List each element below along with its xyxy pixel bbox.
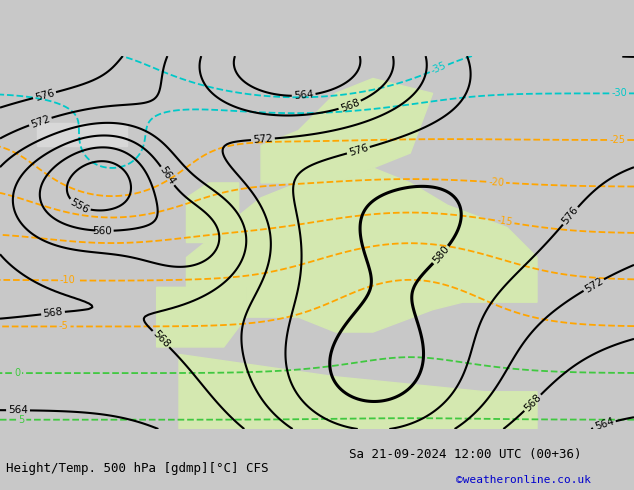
Polygon shape — [179, 354, 537, 429]
Text: 564: 564 — [593, 416, 616, 432]
Text: -15: -15 — [496, 216, 514, 228]
Text: 556: 556 — [68, 197, 91, 215]
Text: -25: -25 — [609, 135, 625, 145]
Text: 576: 576 — [560, 205, 581, 227]
Text: 572: 572 — [252, 134, 273, 145]
Text: 576: 576 — [34, 88, 55, 102]
Text: 576: 576 — [347, 143, 369, 158]
Polygon shape — [186, 183, 238, 243]
Text: 564: 564 — [158, 165, 177, 187]
Text: -5: -5 — [59, 321, 68, 331]
Text: 564: 564 — [294, 90, 314, 101]
Polygon shape — [186, 168, 537, 332]
Text: ©weatheronline.co.uk: ©weatheronline.co.uk — [456, 475, 592, 485]
Text: -35: -35 — [430, 61, 448, 76]
Text: Sa 21-09-2024 12:00 UTC (00+36): Sa 21-09-2024 12:00 UTC (00+36) — [349, 447, 581, 461]
Text: -30: -30 — [611, 88, 627, 98]
Text: -20: -20 — [488, 177, 505, 188]
Text: 564: 564 — [8, 405, 28, 416]
Text: 568: 568 — [522, 392, 543, 414]
Text: 5: 5 — [18, 415, 24, 425]
Text: 572: 572 — [29, 113, 51, 129]
Text: Height/Temp. 500 hPa [gdmp][°C] CFS: Height/Temp. 500 hPa [gdmp][°C] CFS — [6, 462, 269, 475]
Polygon shape — [157, 287, 246, 347]
Text: -10: -10 — [60, 275, 76, 286]
Text: 568: 568 — [42, 307, 63, 319]
Text: 568: 568 — [339, 97, 361, 114]
Text: 0: 0 — [14, 368, 20, 378]
Text: 560: 560 — [92, 225, 112, 236]
Text: 580: 580 — [430, 244, 451, 266]
Text: 572: 572 — [583, 275, 605, 294]
Text: 568: 568 — [150, 328, 171, 350]
Polygon shape — [0, 56, 634, 429]
Polygon shape — [261, 78, 432, 183]
Polygon shape — [37, 123, 127, 146]
